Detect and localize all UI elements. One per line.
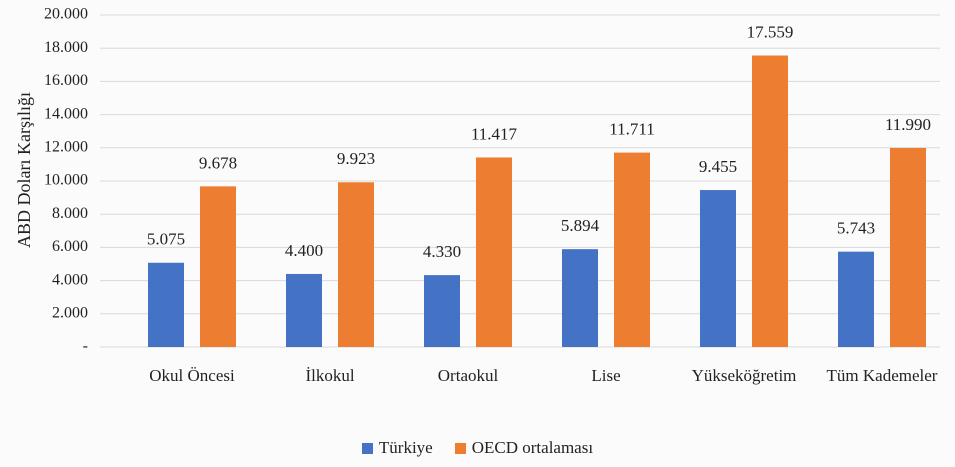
y-tick-label: 4.000	[52, 271, 88, 288]
data-label: 9.923	[337, 149, 375, 168]
legend-label: OECD ortalaması	[471, 438, 594, 457]
legend-label: Türkiye	[378, 438, 433, 457]
data-label: 9.678	[199, 153, 237, 172]
legend-swatch	[454, 442, 466, 454]
data-label: 11.990	[885, 115, 931, 134]
data-label: 11.417	[471, 124, 518, 143]
y-tick-label: 12.000	[44, 138, 88, 155]
bar	[700, 190, 736, 347]
data-label: 11.711	[609, 120, 655, 139]
y-tick-label: 18.000	[44, 39, 88, 56]
bar	[424, 275, 460, 347]
x-tick-label: Tüm Kademeler	[826, 366, 938, 385]
data-label: 17.559	[747, 22, 794, 41]
y-tick-label: 14.000	[44, 105, 88, 122]
y-tick-label: 8.000	[52, 205, 88, 222]
legend-item: Türkiye	[361, 438, 433, 458]
y-tick-label: 10.000	[44, 172, 88, 189]
x-tick-label: Yükseköğretim	[691, 366, 797, 385]
legend-swatch	[361, 442, 373, 454]
bar	[200, 186, 236, 347]
bar	[562, 249, 598, 347]
legend: Türkiye OECD ortalaması	[0, 438, 955, 458]
bar	[890, 147, 926, 347]
bar	[338, 182, 374, 347]
y-tick-label: 20.000	[44, 6, 88, 23]
x-tick-label: Okul Öncesi	[149, 366, 235, 385]
data-label: 9.455	[699, 157, 737, 176]
x-tick-label: Ortaokul	[437, 366, 499, 385]
y-tick-label: 16.000	[44, 72, 88, 89]
legend-item: OECD ortalaması	[454, 438, 594, 458]
data-label: 4.400	[285, 241, 323, 260]
bar	[614, 152, 650, 347]
y-tick-label: 6.000	[52, 238, 88, 255]
bar	[476, 157, 512, 347]
data-label: 4.330	[423, 242, 461, 261]
bar	[752, 55, 788, 347]
bar	[148, 262, 184, 347]
y-tick-label: -	[83, 338, 88, 355]
x-tick-label: İlkokul	[305, 366, 355, 385]
bar	[838, 251, 874, 347]
y-tick-label: 2.000	[52, 304, 88, 321]
y-axis-label: ABD Doları Karşılığı	[14, 92, 34, 248]
data-label: 5.743	[837, 219, 875, 238]
data-label: 5.894	[561, 216, 600, 235]
x-tick-label: Lise	[591, 366, 621, 385]
data-label: 5.075	[147, 230, 185, 249]
bar	[286, 273, 322, 347]
